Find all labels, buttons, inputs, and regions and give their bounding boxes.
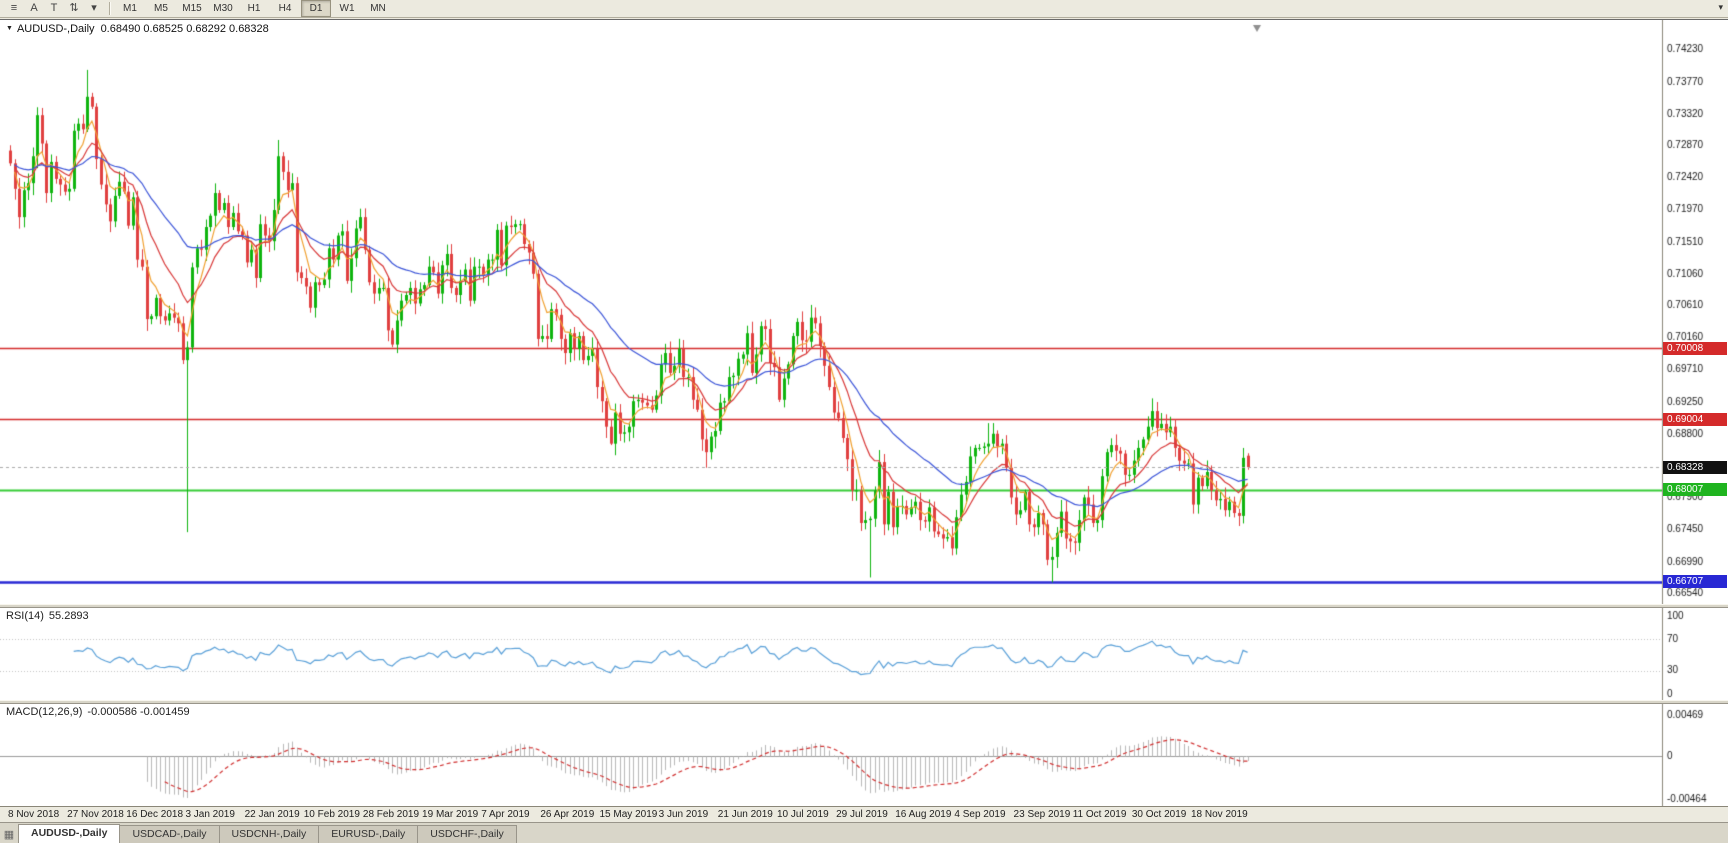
date-label: 16 Dec 2018 (126, 809, 184, 820)
symbol-dropdown-icon[interactable]: ▼ (6, 25, 13, 32)
date-label: 11 Oct 2019 (1072, 809, 1127, 820)
date-label: 10 Jul 2019 (776, 809, 829, 820)
date-label: 4 Sep 2019 (954, 809, 1006, 820)
panel-splitter[interactable] (0, 604, 1728, 608)
rsi-name: RSI(14) (6, 610, 44, 622)
tab-audusd-daily[interactable]: AUDUSD-,Daily (18, 824, 121, 843)
date-label: 21 Jun 2019 (717, 809, 773, 820)
timeframe-button-d1[interactable]: D1 (301, 0, 331, 17)
macd-values: -0.000586 -0.001459 (87, 706, 190, 718)
chart-tabs: AUDUSD-,Daily USDCAD-,Daily USDCNH-,Daily E… (18, 824, 517, 843)
timeframe-button-m1[interactable]: M1 (123, 3, 137, 14)
window-icon: ▦ (3, 829, 15, 841)
rsi-label: RSI(14) 55.2893 (6, 610, 89, 622)
date-label: 16 Aug 2019 (895, 809, 952, 820)
chart-title: ▼ AUDUSD-,Daily 0.68490 0.68525 0.68292 0.… (6, 23, 269, 35)
rsi-panel: RSI(14) 55.2893 (0, 608, 1728, 700)
toolbar: ≡ A T ⇅ ▾ M1 M5 M15 M30 H1 H4 D1 W1 MN ▾ (0, 0, 1728, 18)
toolbar-separator (109, 2, 110, 15)
date-axis[interactable]: 8 Nov 2018 27 Nov 2018 16 Dec 2018 3 Jan 20… (0, 806, 1728, 823)
timeframe-button-mn[interactable]: MN (370, 3, 386, 14)
chart-symbol-label: AUDUSD-,Daily (16, 23, 95, 35)
macd-panel: MACD(12,26,9) -0.000586 -0.001459 (0, 704, 1728, 806)
date-label: 18 Nov 2019 (1191, 809, 1248, 820)
price-badge-0.70008: 0.70008 (1663, 342, 1727, 355)
timeframe-button-m30[interactable]: M30 (213, 3, 233, 14)
price-badge-0.69004: 0.69004 (1663, 413, 1727, 426)
date-label: 7 Apr 2019 (481, 809, 530, 820)
timeframe-button-w1[interactable]: W1 (339, 3, 355, 14)
panel-splitter[interactable] (0, 700, 1728, 704)
timeframe-button-m15[interactable]: M15 (182, 3, 202, 14)
macd-name: MACD(12,26,9) (6, 706, 83, 718)
date-label: 22 Jan 2019 (244, 809, 300, 820)
timeframe-button-h4[interactable]: H4 (278, 3, 292, 14)
price-badge-0.66707: 0.66707 (1663, 575, 1727, 588)
date-label: 19 Mar 2019 (422, 809, 479, 820)
timeframe-button-m5[interactable]: M5 (154, 3, 168, 14)
macd-canvas[interactable] (0, 704, 1728, 806)
tab-usdchf-daily[interactable]: USDCHF-,Daily (417, 825, 517, 843)
date-label: 10 Feb 2019 (303, 809, 360, 820)
date-label: 3 Jun 2019 (658, 809, 709, 820)
tab-usdcnh-daily[interactable]: USDCNH-,Daily (218, 825, 320, 843)
main-chart-panel: ▼ AUDUSD-,Daily 0.68490 0.68525 0.68292 0.… (0, 20, 1728, 604)
date-label: 29 Jul 2019 (836, 809, 888, 820)
main-chart-canvas[interactable] (0, 20, 1728, 604)
price-badge-0.68007: 0.68007 (1663, 483, 1727, 496)
date-label: 8 Nov 2018 (8, 809, 60, 820)
cursor-a-icon[interactable]: A (30, 2, 38, 14)
date-label: 30 Oct 2019 (1131, 809, 1187, 820)
date-label: 23 Sep 2019 (1013, 809, 1071, 820)
date-label: 27 Nov 2018 (67, 809, 124, 820)
date-label: 28 Feb 2019 (362, 809, 420, 820)
timeframe-button-h1[interactable]: H1 (247, 3, 261, 14)
chart-window: ▼ AUDUSD-,Daily 0.68490 0.68525 0.68292 0.… (0, 19, 1728, 823)
date-label: 3 Jan 2019 (185, 809, 235, 820)
scale-toggle-icon[interactable]: ⇅ (69, 2, 79, 14)
tab-usdcad-daily[interactable]: USDCAD-,Daily (119, 825, 220, 843)
menu-icon[interactable]: ≡ (10, 2, 18, 14)
date-label: 26 Apr 2019 (540, 809, 595, 820)
timeframe-buttons: M1 M5 M15 M30 H1 H4 D1 W1 MN (115, 0, 394, 17)
rsi-value: 55.2893 (48, 610, 89, 622)
date-label: 15 May 2019 (599, 809, 658, 820)
chart-ohlc-values: 0.68490 0.68525 0.68292 0.68328 (100, 23, 269, 35)
tab-eurusd-daily[interactable]: EURUSD-,Daily (318, 825, 419, 843)
rsi-canvas[interactable] (0, 608, 1728, 700)
tab-bar: ▦ AUDUSD-,Daily USDCAD-,Daily USDCNH-,Dail… (0, 822, 1728, 843)
price-badge-0.68328: 0.68328 (1663, 461, 1727, 474)
text-tool-icon[interactable]: T (50, 2, 58, 14)
dropdown-caret-icon[interactable]: ▾ (91, 2, 97, 14)
toolbar-icons: ≡ A T ⇅ ▾ (4, 1, 104, 16)
macd-label: MACD(12,26,9) -0.000586 -0.001459 (6, 706, 190, 718)
toolbar-more-icon[interactable]: ▾ (1718, 2, 1723, 12)
